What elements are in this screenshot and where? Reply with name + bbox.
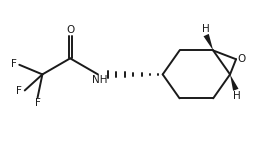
Polygon shape [230,74,238,91]
Text: O: O [66,25,74,35]
Text: O: O [238,54,246,64]
Text: F: F [11,59,17,69]
Text: NH: NH [92,75,107,85]
Polygon shape [204,34,213,50]
Text: F: F [35,98,41,108]
Text: F: F [16,86,22,96]
Text: H: H [232,91,240,101]
Text: H: H [202,24,209,34]
